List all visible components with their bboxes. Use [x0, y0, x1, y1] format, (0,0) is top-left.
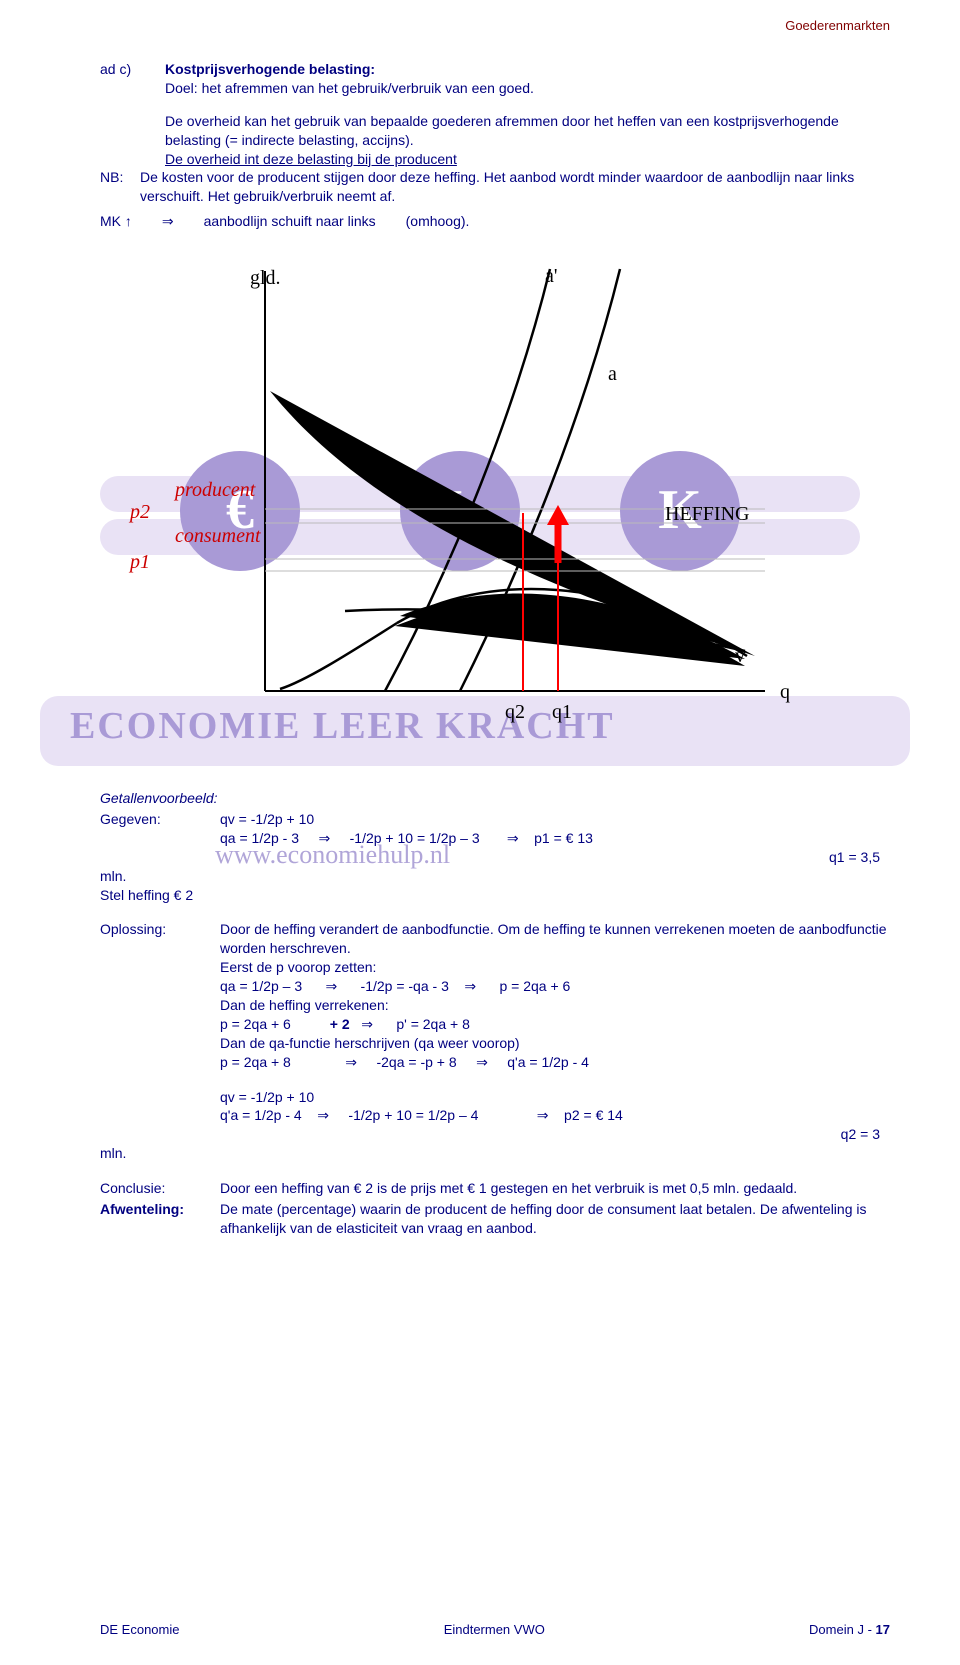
footer-left: DE Economie [100, 1622, 179, 1637]
chart-q2: q2 [505, 699, 525, 726]
chart-p2: p2 [130, 499, 150, 526]
footer-right: Domein J - 17 [809, 1622, 890, 1637]
conclusie-text: Door een heffing van € 2 is de prijs met… [220, 1179, 890, 1198]
chart-container: € L K ECONOMIE LEER KRACHT [100, 251, 860, 781]
nb-text: De kosten voor de producent stijgen door… [140, 168, 890, 206]
op-l7: p = 2qa + 8 ⇒ -2qa = -p + 8 ⇒ q'a = 1/2p… [220, 1053, 890, 1072]
chart-a: a [608, 361, 617, 388]
mk-mid: aanbodlijn schuift naar links [204, 212, 376, 231]
blk2-l2: q'a = 1/2p - 4 ⇒ -1/2p + 10 = 1/2p – 4 ⇒… [220, 1106, 890, 1125]
op-l1: Door de heffing verandert de aanbodfunct… [220, 920, 890, 958]
chart-p1: p1 [130, 549, 150, 576]
stel-heffing: Stel heffing € 2 [100, 886, 890, 905]
footer-center: Eindtermen VWO [444, 1622, 545, 1637]
op-l4: Dan de heffing verrekenen: [220, 996, 890, 1015]
op-l6: Dan de qa-functie herschrijven (qa weer … [220, 1034, 890, 1053]
section-title: Kostprijsverhogende belasting: [165, 61, 375, 77]
page-footer: DE Economie Eindtermen VWO Domein J - 17 [100, 1622, 890, 1637]
blk2-q2: q2 = 3 [220, 1125, 890, 1144]
nb-label: NB: [100, 168, 140, 187]
eq-qv: qv = -1/2p + 10 [220, 810, 890, 829]
op-l3: qa = 1/2p – 3 ⇒ -1/2p = -qa - 3 ⇒ p = 2q… [220, 977, 890, 996]
mk-rhs: (omhoog). [406, 212, 470, 231]
para-2-underline: De overheid int deze belasting bij de pr… [165, 151, 457, 167]
wm-url: www.economiehulp.nl [215, 837, 450, 872]
chart-v: v [735, 643, 745, 670]
afwenteling-label: Afwenteling: [100, 1200, 220, 1238]
op-l5: p = 2qa + 6 + 2 ⇒ p' = 2qa + 8 [220, 1015, 890, 1034]
afwenteling-text: De mate (percentage) waarin de producent… [220, 1200, 890, 1238]
conclusie-label: Conclusie: [100, 1179, 220, 1198]
op-l2: Eerst de p voorop zetten: [220, 958, 890, 977]
mk-lhs: MK ↑ [100, 212, 132, 231]
chart-consument: consument [175, 523, 261, 550]
chart-q1: q1 [552, 699, 572, 726]
section-doel: Doel: het afremmen van het gebruik/verbr… [165, 79, 890, 98]
chart-a-prime: a' [545, 263, 557, 290]
chart-q: q [780, 679, 790, 706]
chart-heffing: HEFFING [665, 501, 749, 528]
chart-producent: producent [175, 477, 255, 504]
mk-arrow: ⇒ [162, 212, 174, 231]
para-1: De overheid kan het gebruik van bepaalde… [165, 112, 890, 150]
blk2-l1: qv = -1/2p + 10 [220, 1088, 890, 1107]
chart-gld: gld. [250, 265, 281, 292]
mln-2: mln. [100, 1144, 890, 1163]
oplossing-label: Oplossing: [100, 920, 220, 1071]
page-header-right: Goederenmarkten [785, 18, 890, 33]
main-content: ad c) Kostprijsverhogende belasting: Doe… [100, 60, 890, 1238]
example-heading: Getallenvoorbeeld: [100, 789, 890, 808]
section-label: ad c) [100, 60, 165, 79]
gegeven-label: Gegeven: [100, 810, 220, 867]
